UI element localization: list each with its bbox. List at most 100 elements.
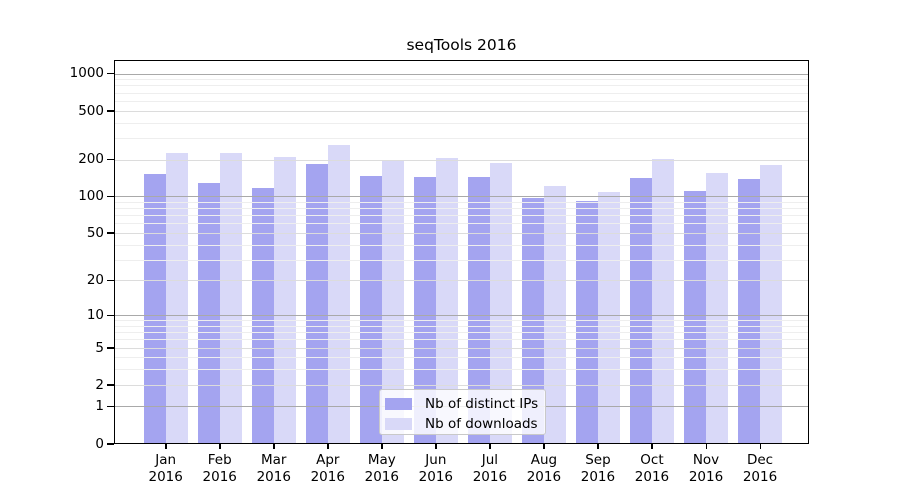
bar-downloads-aug [543, 186, 566, 444]
x-tick-year: 2016 [310, 468, 345, 485]
x-tick-mar [273, 444, 275, 449]
x-tick-jan [165, 444, 167, 449]
gridline-4 [115, 357, 809, 359]
bar-distinct-ips-feb [197, 183, 220, 444]
x-tick-nov [705, 444, 707, 449]
gridline-900 [115, 79, 809, 81]
gridline-70 [115, 215, 809, 217]
gridline-40 [115, 244, 809, 246]
legend-row-distinct-ips: Nb of distinct IPs [385, 396, 545, 412]
y-tick-10 [107, 314, 114, 317]
gridline-80 [115, 208, 809, 210]
x-tick-year: 2016 [364, 468, 399, 485]
y-tick-label-0: 0 [95, 435, 104, 452]
x-tick-year: 2016 [148, 468, 183, 485]
x-tick-year: 2016 [688, 468, 724, 485]
y-tick-500 [107, 110, 114, 112]
legend-label-distinct-ips: Nb of distinct IPs [425, 396, 539, 412]
x-tick-year: 2016 [256, 468, 291, 485]
y-tick-50 [107, 232, 114, 234]
bar-downloads-oct [651, 158, 674, 444]
x-tick-month: Oct [640, 452, 664, 468]
y-tick-label-1: 1 [95, 398, 104, 415]
x-tick-month: May [367, 452, 396, 468]
x-tick-month: Nov [692, 452, 720, 468]
gridline-60 [115, 223, 809, 225]
gridline-1000 [115, 73, 809, 75]
x-tick-year: 2016 [742, 468, 778, 485]
legend-row-downloads: Nb of downloads [385, 416, 545, 432]
gridline-5 [115, 347, 809, 349]
y-tick-label-1000: 1000 [69, 65, 104, 82]
y-tick-label-50: 50 [86, 224, 104, 241]
bar-downloads-dec [760, 164, 783, 444]
gridline-700 [115, 92, 809, 94]
x-tick-label-may: May 2016 [354, 452, 410, 485]
x-tick-label-oct: Oct 2016 [624, 452, 680, 485]
x-tick-month: Jun [425, 452, 447, 468]
x-tick-label-feb: Feb 2016 [192, 452, 248, 485]
gridline-3 [115, 369, 809, 371]
bar-distinct-ips-may [359, 175, 382, 444]
y-tick-2 [107, 384, 114, 386]
y-tick-label-100: 100 [78, 188, 104, 205]
x-tick-year: 2016 [526, 468, 562, 485]
bar-downloads-jun [435, 158, 458, 444]
legend-label-downloads: Nb of downloads [425, 416, 538, 432]
bar-distinct-ips-sep [575, 201, 598, 444]
x-tick-jun [435, 444, 437, 449]
x-tick-label-jan: Jan 2016 [138, 452, 194, 485]
gridline-800 [115, 85, 809, 87]
gridline-200 [115, 159, 809, 161]
bar-downloads-nov [706, 173, 728, 444]
gridline-8 [115, 325, 809, 327]
x-tick-month: Feb [207, 452, 232, 468]
bar-downloads-apr [327, 144, 350, 444]
x-tick-month: Mar [261, 452, 287, 468]
x-tick-month: Jan [155, 452, 177, 468]
x-tick-apr [327, 444, 329, 449]
x-tick-label-jun: Jun 2016 [408, 452, 464, 485]
x-tick-month: Jul [481, 452, 499, 468]
bar-distinct-ips-apr [305, 163, 328, 444]
gridline-10 [115, 315, 809, 317]
bar-distinct-ips-jul [467, 177, 490, 444]
legend-swatch-downloads [385, 418, 412, 430]
x-tick-dec [759, 444, 762, 449]
x-tick-month: Dec [746, 452, 774, 468]
y-tick-label-200: 200 [78, 151, 104, 168]
y-tick-5 [107, 347, 114, 349]
x-tick-month: Sep [585, 452, 611, 468]
y-tick-label-10: 10 [86, 307, 104, 324]
x-tick-year: 2016 [580, 468, 616, 485]
legend: Nb of distinct IPs Nb of downloads [379, 389, 546, 435]
x-tick-year: 2016 [202, 468, 237, 485]
gridline-500 [115, 110, 809, 112]
x-tick-label-apr: Apr 2016 [300, 452, 356, 485]
x-tick-year: 2016 [472, 468, 508, 485]
bar-distinct-ips-dec [738, 178, 761, 444]
y-tick-20 [107, 279, 114, 282]
gridline-50 [115, 232, 809, 234]
y-tick-1 [107, 405, 114, 408]
bar-downloads-sep [597, 192, 620, 444]
gridline-9 [115, 320, 809, 322]
y-tick-200 [107, 158, 114, 161]
x-tick-month: Aug [530, 452, 558, 468]
x-tick-jul [489, 444, 491, 449]
x-tick-feb [219, 444, 221, 449]
gridline-7 [115, 332, 809, 334]
x-tick-year: 2016 [634, 468, 670, 485]
y-tick-label-2: 2 [95, 376, 104, 393]
y-tick-1000 [107, 72, 114, 75]
gridline-300 [115, 137, 809, 139]
x-tick-sep [597, 444, 599, 449]
y-tick-100 [107, 195, 114, 198]
x-tick-month: Apr [316, 452, 340, 468]
x-tick-year: 2016 [418, 468, 454, 485]
x-tick-label-mar: Mar 2016 [246, 452, 302, 485]
y-tick-label-5: 5 [95, 339, 104, 356]
y-tick-label-500: 500 [78, 102, 104, 119]
x-tick-label-nov: Nov 2016 [678, 452, 734, 485]
